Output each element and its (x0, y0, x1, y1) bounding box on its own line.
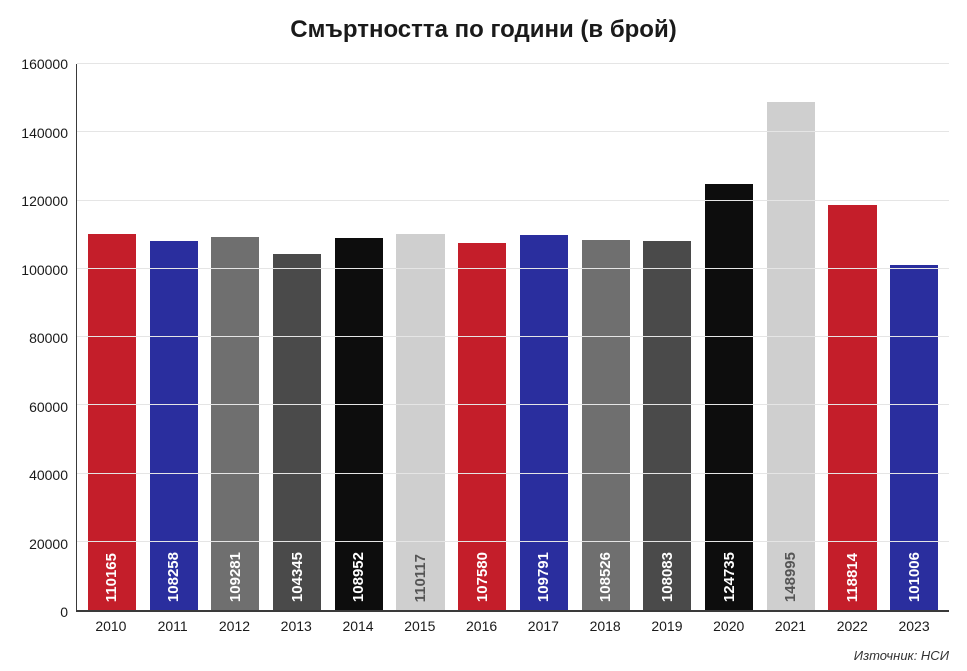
bar-slot: 108526 (575, 64, 637, 610)
x-tick-label: 2021 (760, 618, 822, 634)
bar-value-label: 124735 (721, 546, 738, 610)
bar-slot: 148995 (760, 64, 822, 610)
bar: 108526 (582, 240, 630, 610)
x-tick-label: 2010 (80, 618, 142, 634)
x-tick-label: 2019 (636, 618, 698, 634)
bar-slot: 108083 (636, 64, 698, 610)
grid-line (77, 200, 949, 201)
grid-line (77, 541, 949, 542)
grid-line (77, 404, 949, 405)
x-axis: 2010201120122013201420152016201720182019… (76, 612, 949, 634)
bar-value-label: 109281 (227, 546, 244, 610)
bar: 110117 (396, 234, 444, 610)
x-tick-label: 2014 (327, 618, 389, 634)
bars-layer: 110165 108258 109281 104345 108952 110117 1075… (77, 64, 949, 610)
bar-value-label: 108258 (165, 546, 182, 610)
chart-title: Смъртността по години (в брой) (18, 16, 949, 44)
x-tick-label: 2016 (451, 618, 513, 634)
y-tick-label: 20000 (29, 536, 68, 552)
bar-value-label: 104345 (289, 546, 306, 610)
bar: 107580 (458, 243, 506, 610)
bar-slot: 109791 (513, 64, 575, 610)
bar: 108258 (150, 241, 198, 610)
bar-slot: 108952 (328, 64, 390, 610)
bar-value-label: 110117 (412, 548, 429, 610)
y-tick-label: 80000 (29, 330, 68, 346)
y-tick-label: 60000 (29, 399, 68, 415)
bar-value-label: 108526 (597, 546, 614, 610)
x-tick-label: 2020 (698, 618, 760, 634)
x-tick-label: 2018 (574, 618, 636, 634)
bar-slot: 108258 (143, 64, 205, 610)
y-tick-label: 120000 (21, 193, 68, 209)
source-note: Източник: НСИ (18, 648, 949, 663)
bar: 104345 (273, 254, 321, 610)
bar-value-label: 118814 (844, 547, 861, 610)
bar: 110165 (88, 234, 136, 610)
bar: 124735 (705, 184, 753, 610)
bar-value-label: 107580 (474, 546, 491, 610)
x-tick-label: 2015 (389, 618, 451, 634)
y-tick-label: 160000 (21, 56, 68, 72)
bar: 118814 (828, 205, 876, 610)
y-tick-label: 140000 (21, 125, 68, 141)
y-tick-label: 0 (60, 604, 68, 620)
bar-slot: 101006 (883, 64, 945, 610)
bar: 148995 (767, 102, 815, 610)
bar-value-label: 109791 (535, 546, 552, 610)
bar-slot: 109281 (204, 64, 266, 610)
grid-line (77, 268, 949, 269)
grid-line (77, 131, 949, 132)
plot-area: 110165 108258 109281 104345 108952 110117 1075… (76, 64, 949, 612)
x-tick-label: 2013 (265, 618, 327, 634)
grid-line (77, 336, 949, 337)
bar: 109791 (520, 235, 568, 610)
bar: 101006 (890, 265, 938, 610)
x-tick-label: 2011 (142, 618, 204, 634)
x-tick-label: 2023 (883, 618, 945, 634)
bar: 108952 (335, 238, 383, 610)
bar-value-label: 108083 (659, 546, 676, 610)
grid-line (77, 473, 949, 474)
bar-slot: 107580 (451, 64, 513, 610)
chart-container: Смъртността по години (в брой) 0 20000 400… (0, 0, 967, 671)
bar-slot: 110117 (390, 64, 452, 610)
y-tick-label: 40000 (29, 467, 68, 483)
bar-slot: 110165 (81, 64, 143, 610)
grid-line (77, 63, 949, 64)
bar-value-label: 148995 (782, 546, 799, 610)
bar-slot: 118814 (822, 64, 884, 610)
plot-row: 0200004000060000800001000001200001400001… (18, 64, 949, 612)
bar: 108083 (643, 241, 691, 610)
bar-value-label: 101006 (906, 546, 923, 610)
x-tick-label: 2017 (512, 618, 574, 634)
bar-slot: 124735 (698, 64, 760, 610)
bar-value-label: 108952 (350, 546, 367, 610)
bar-slot: 104345 (266, 64, 328, 610)
x-axis-row: 2010201120122013201420152016201720182019… (18, 612, 949, 634)
x-tick-label: 2012 (204, 618, 266, 634)
y-tick-label: 100000 (21, 262, 68, 278)
bar-value-label: 110165 (103, 547, 120, 610)
x-tick-label: 2022 (821, 618, 883, 634)
y-axis: 0200004000060000800001000001200001400001… (18, 64, 76, 612)
bar: 109281 (211, 237, 259, 610)
